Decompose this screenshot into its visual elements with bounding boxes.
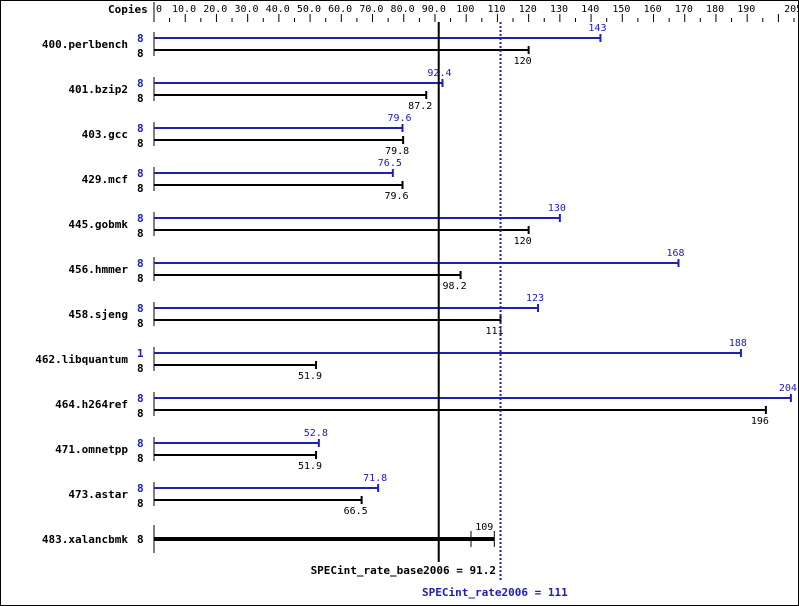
peak-value-label: 76.5 — [378, 158, 402, 169]
peak-reference-label: SPECint_rate2006 = 111 — [422, 586, 568, 599]
base-value-label: 120 — [514, 236, 532, 247]
benchmark-label: 483.xalancbmk — [42, 533, 128, 546]
tick-label: 180 — [706, 4, 724, 15]
base-reference-label: SPECint_rate_base2006 = 91.2 — [311, 564, 496, 577]
base-copies-label: 8 — [137, 272, 144, 285]
benchmark-label: 462.libquantum — [35, 353, 128, 366]
tick-label: 170 — [675, 4, 693, 15]
benchmark-label: 445.gobmk — [68, 218, 128, 231]
peak-copies-label: 8 — [137, 77, 144, 90]
base-copies-label: 8 — [137, 362, 144, 375]
tick-label: 110 — [488, 4, 506, 15]
tick-label: 50.0 — [297, 4, 321, 15]
tick-label: 20.0 — [203, 4, 227, 15]
benchmark-label: 400.perlbench — [42, 38, 128, 51]
peak-copies-label: 8 — [137, 392, 144, 405]
peak-copies-label: 8 — [137, 302, 144, 315]
benchmark-label: 429.mcf — [82, 173, 128, 186]
peak-copies-label: 8 — [137, 257, 144, 270]
base-copies-label: 8 — [137, 407, 144, 420]
peak-value-label: 130 — [548, 203, 566, 214]
base-copies-label: 8 — [137, 227, 144, 240]
base-value-label: 98.2 — [443, 281, 467, 292]
tick-label: 160 — [644, 4, 662, 15]
base-copies-label: 8 — [137, 182, 144, 195]
base-copies-label: 8 — [137, 92, 144, 105]
base-value-label: 87.2 — [408, 101, 432, 112]
peak-value-label: 204 — [779, 383, 797, 394]
base-copies-label: 8 — [137, 452, 144, 465]
peak-copies-label: 8 — [137, 437, 144, 450]
peak-value-label: 79.6 — [387, 113, 411, 124]
tick-label: 120 — [519, 4, 537, 15]
benchmark-label: 464.h264ref — [55, 398, 128, 411]
peak-copies-label: 1 — [137, 347, 144, 360]
peak-value-label: 188 — [729, 338, 747, 349]
tick-label: 60.0 — [328, 4, 352, 15]
peak-value-label: 168 — [666, 248, 684, 259]
axis-label-copies: Copies — [108, 3, 148, 16]
base-copies-label: 8 — [137, 317, 144, 330]
benchmark-label: 456.hmmer — [68, 263, 128, 276]
peak-value-label: 123 — [526, 293, 544, 304]
tick-label: 0 — [156, 4, 162, 15]
base-value-label: 109 — [475, 522, 493, 533]
tick-label: 100 — [456, 4, 474, 15]
peak-value-label: 71.8 — [363, 473, 387, 484]
tick-label: 70.0 — [359, 4, 383, 15]
base-value-label: 111 — [486, 326, 504, 337]
tick-label: 40.0 — [266, 4, 290, 15]
tick-label: 190 — [737, 4, 755, 15]
peak-copies-label: 8 — [137, 32, 144, 45]
benchmark-label: 403.gcc — [82, 128, 128, 141]
tick-label: 80.0 — [391, 4, 415, 15]
peak-copies-label: 8 — [137, 482, 144, 495]
base-value-label: 120 — [514, 56, 532, 67]
tick-label: 130 — [550, 4, 568, 15]
peak-value-label: 52.8 — [304, 428, 328, 439]
base-copies-label: 8 — [137, 47, 144, 60]
tick-label: 205 — [784, 4, 799, 15]
tick-label: 30.0 — [234, 4, 258, 15]
tick-label: 150 — [612, 4, 630, 15]
peak-value-label: 143 — [588, 23, 606, 34]
base-value-label: 51.9 — [298, 371, 322, 382]
benchmark-label: 458.sjeng — [68, 308, 128, 321]
base-value-label: 66.5 — [344, 506, 368, 517]
tick-label: 90.0 — [422, 4, 446, 15]
peak-copies-label: 8 — [137, 122, 144, 135]
base-copies-label: 8 — [137, 137, 144, 150]
tick-label: 10.0 — [172, 4, 196, 15]
base-value-label: 196 — [751, 416, 769, 427]
base-value-label: 51.9 — [298, 461, 322, 472]
peak-copies-label: 8 — [137, 212, 144, 225]
base-value-label: 79.8 — [385, 146, 409, 157]
tick-label: 140 — [581, 4, 599, 15]
peak-copies-label: 8 — [137, 167, 144, 180]
benchmark-label: 471.omnetpp — [55, 443, 128, 456]
base-value-label: 79.6 — [384, 191, 408, 202]
benchmark-label: 473.astar — [68, 488, 128, 501]
base-copies-label: 8 — [137, 497, 144, 510]
benchmark-label: 401.bzip2 — [68, 83, 128, 96]
copies-label: 8 — [137, 533, 144, 546]
